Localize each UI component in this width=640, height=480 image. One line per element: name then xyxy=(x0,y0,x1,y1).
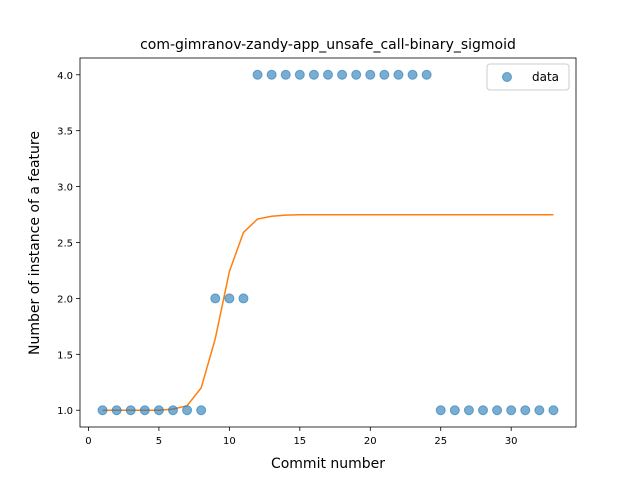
y-tick-label: 3.0 xyxy=(57,183,73,194)
data-point xyxy=(463,405,474,416)
data-point xyxy=(266,69,277,80)
data-point xyxy=(379,69,390,80)
x-tick-label: 25 xyxy=(434,436,447,447)
data-point xyxy=(111,405,122,416)
data-point xyxy=(478,405,488,416)
y-tick-label: 4.0 xyxy=(57,71,73,82)
data-point xyxy=(97,405,108,416)
y-axis: 1.0 1.5 2.0 2.5 3.0 3.5 4.0 xyxy=(57,71,80,417)
data-point xyxy=(337,69,348,80)
chart-title: com-gimranov-zandy-app_unsafe_call-binar… xyxy=(140,37,516,53)
legend-marker-data xyxy=(502,72,512,82)
x-tick-label: 20 xyxy=(364,436,377,447)
data-point xyxy=(125,405,136,416)
y-tick-label: 1.5 xyxy=(57,350,73,361)
data-point xyxy=(393,69,404,80)
x-tick-label: 10 xyxy=(223,436,236,447)
data-point xyxy=(294,69,305,80)
data-point xyxy=(506,405,517,416)
x-tick-label: 5 xyxy=(156,436,162,447)
data-point xyxy=(308,69,319,80)
data-point xyxy=(238,293,249,304)
y-tick-label: 1.0 xyxy=(57,406,73,417)
legend: data xyxy=(486,63,570,91)
data-point xyxy=(351,69,362,80)
y-axis-label: Number of instance of a feature xyxy=(27,131,43,355)
data-point xyxy=(323,69,333,80)
data-point xyxy=(210,293,221,304)
data-point xyxy=(534,405,545,416)
data-point xyxy=(548,405,559,416)
legend-label-data: data xyxy=(532,70,559,84)
y-tick-label: 2.0 xyxy=(57,294,73,305)
data-point xyxy=(224,293,235,304)
y-tick-label: 2.5 xyxy=(57,239,73,250)
plot-area xyxy=(79,57,577,428)
data-point xyxy=(407,69,418,80)
y-tick-label: 3.5 xyxy=(57,127,73,138)
data-point xyxy=(449,405,460,416)
fit-line xyxy=(102,214,554,411)
x-tick-label: 15 xyxy=(293,436,306,447)
data-point xyxy=(153,405,164,416)
data-point xyxy=(139,405,150,416)
x-axis-label: Commit number xyxy=(271,456,385,472)
data-point xyxy=(168,405,178,416)
data-point xyxy=(252,69,263,80)
data-point xyxy=(182,405,193,416)
x-tick-label: 0 xyxy=(85,436,91,447)
data-point xyxy=(520,405,531,416)
plot-frame xyxy=(79,57,577,428)
legend-box xyxy=(486,63,570,91)
data-point xyxy=(365,69,376,80)
data-point xyxy=(492,405,503,416)
data-point xyxy=(196,405,207,416)
x-tick-label: 30 xyxy=(505,436,518,447)
data-point xyxy=(421,69,432,80)
x-axis: 0 5 10 15 20 25 30 xyxy=(85,427,518,447)
data-point xyxy=(435,405,446,416)
data-point xyxy=(280,69,291,80)
